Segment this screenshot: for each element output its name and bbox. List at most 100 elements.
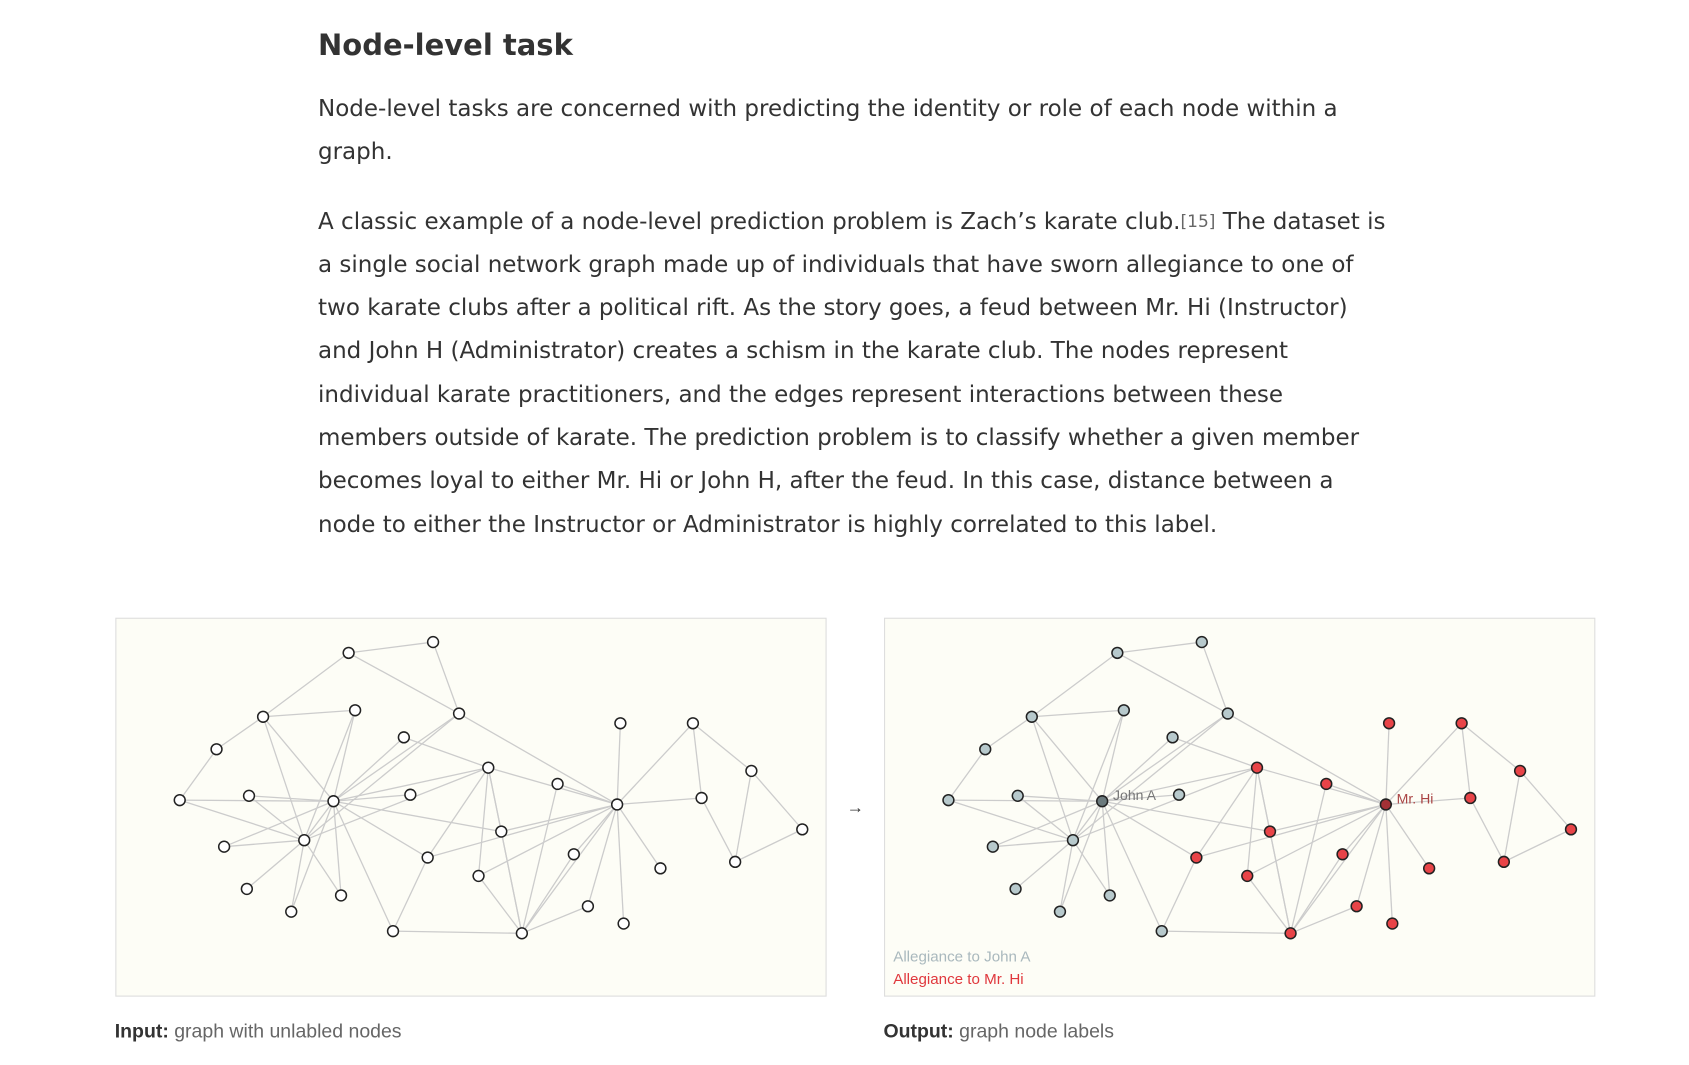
edge <box>1017 795 1074 841</box>
edge <box>332 800 394 932</box>
edge <box>246 839 305 890</box>
edge <box>393 930 522 934</box>
edge <box>1461 722 1521 772</box>
edge <box>734 770 753 862</box>
node <box>1011 789 1024 802</box>
node <box>1513 764 1527 778</box>
arrow: → <box>847 797 864 817</box>
node <box>686 717 700 730</box>
edge <box>290 840 305 912</box>
edge <box>1503 770 1521 862</box>
node <box>515 927 529 940</box>
edge <box>1015 839 1074 890</box>
node <box>695 791 708 805</box>
edge <box>1246 875 1292 934</box>
node <box>614 717 627 730</box>
edge <box>1246 803 1387 877</box>
edge <box>1101 710 1125 802</box>
output-panel <box>884 617 1596 997</box>
caption-label: Input: <box>115 1020 169 1042</box>
edge <box>1102 794 1180 802</box>
legend-entry: Allegiance to John A <box>893 948 1031 965</box>
node <box>745 764 758 778</box>
node <box>386 924 400 938</box>
edge <box>427 767 489 858</box>
node <box>421 851 434 864</box>
edge <box>1031 652 1118 718</box>
edge <box>1385 804 1430 869</box>
node <box>1350 900 1363 913</box>
edge <box>303 800 334 841</box>
citation[interactable]: [15] <box>1180 211 1216 232</box>
node <box>1053 905 1067 918</box>
edge <box>734 828 803 863</box>
edge <box>333 712 460 802</box>
edge <box>1101 801 1111 896</box>
edge <box>179 799 334 802</box>
node <box>1066 834 1080 847</box>
edge <box>1196 803 1387 859</box>
edge <box>692 723 703 799</box>
node <box>495 825 508 838</box>
edge <box>1519 770 1572 830</box>
node <box>1379 798 1393 811</box>
node <box>617 917 630 930</box>
node <box>1166 731 1179 744</box>
node <box>1190 851 1203 864</box>
edge <box>557 783 618 806</box>
edge <box>692 722 752 772</box>
node <box>1263 825 1277 838</box>
node <box>452 707 466 720</box>
edge <box>1290 804 1387 934</box>
node <box>796 823 809 836</box>
node <box>327 795 340 808</box>
edge <box>179 799 305 841</box>
edge <box>1101 800 1197 859</box>
node <box>581 900 595 913</box>
node <box>654 862 667 875</box>
edge <box>478 875 523 934</box>
node <box>979 743 992 756</box>
edge <box>348 652 460 715</box>
edge <box>303 713 460 841</box>
paragraph: Node-level tasks are concerned with pred… <box>318 96 1338 166</box>
node <box>1386 917 1399 930</box>
caption: Output: graph node labels <box>883 1020 1114 1042</box>
edge <box>1385 797 1471 806</box>
edge <box>262 652 350 718</box>
node <box>342 646 355 660</box>
edge <box>1385 722 1463 805</box>
node <box>1382 717 1396 730</box>
section-heading: Node-level task <box>318 28 573 62</box>
edge <box>1101 736 1173 802</box>
edge <box>1385 723 1390 805</box>
edge <box>1101 712 1229 802</box>
node <box>173 793 186 807</box>
edge <box>1326 783 1387 806</box>
edge <box>224 839 305 848</box>
edge <box>332 801 342 896</box>
edge <box>1385 804 1393 924</box>
edge <box>1290 853 1344 934</box>
edge <box>1072 710 1125 841</box>
edge <box>1072 767 1258 841</box>
edge <box>521 853 575 934</box>
edge <box>303 839 342 896</box>
edge <box>262 716 305 841</box>
edge <box>1161 930 1291 934</box>
node <box>1564 823 1578 836</box>
article: Node-level task Node-level tasks are con… <box>318 20 1388 573</box>
node <box>728 855 742 869</box>
input-graph <box>173 635 809 940</box>
node <box>1103 889 1116 902</box>
edge <box>458 712 618 806</box>
node <box>240 882 254 896</box>
edge <box>1017 795 1103 802</box>
edge <box>1072 713 1229 841</box>
node <box>242 789 256 802</box>
node <box>610 798 624 811</box>
edge <box>501 803 618 833</box>
node <box>1336 848 1349 861</box>
edge <box>248 795 305 841</box>
